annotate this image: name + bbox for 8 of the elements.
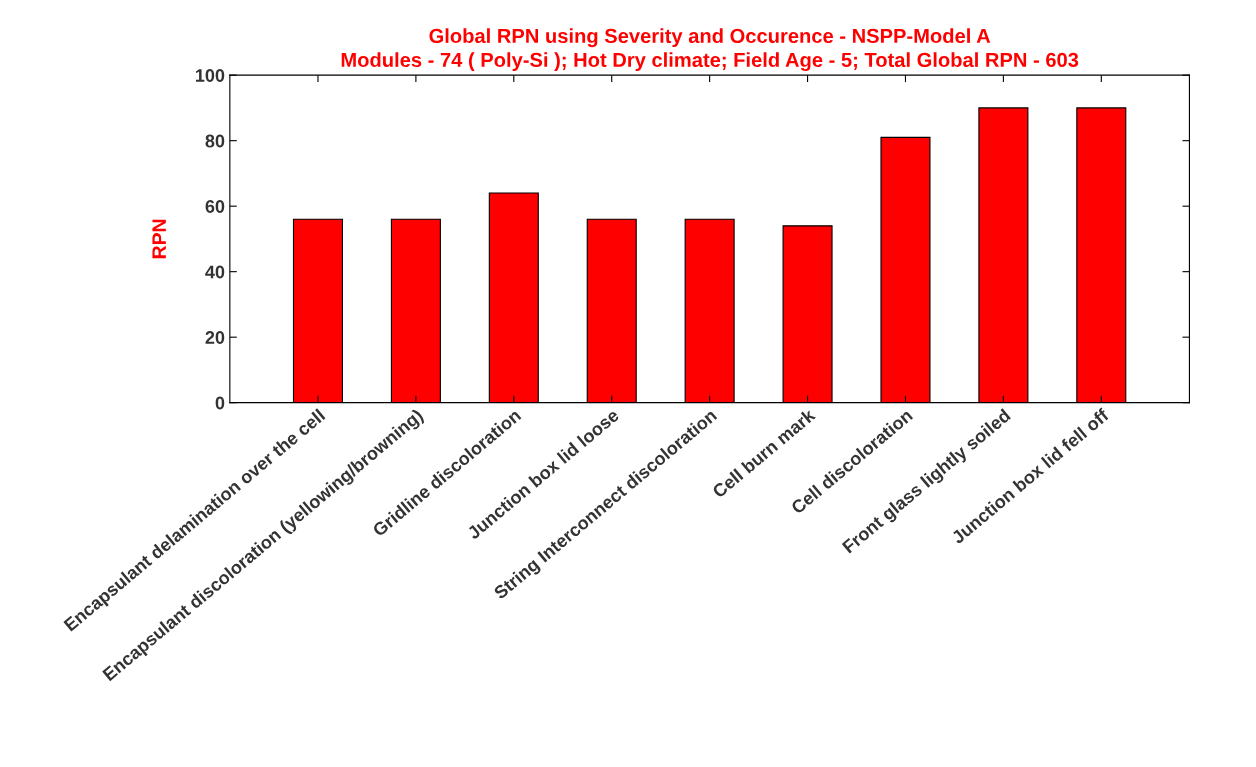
- y-tick-label: 100: [196, 69, 225, 82]
- y-tick-label: 60: [205, 200, 225, 213]
- y-tick-label: 20: [205, 331, 225, 344]
- chart-title: Global RPN using Severity and Occurence - NSPP-Model A Modules - 74 ( Poly-Si ); Hot Dry climate; Field Age - 5; Total Global RPN - 603: [341, 28, 1079, 72]
- y-tick-label: 40: [205, 265, 225, 279]
- y-tick-label: 0: [215, 396, 225, 410]
- y-tick-label: 80: [205, 134, 225, 148]
- y-axis-title: RPN: [152, 219, 166, 259]
